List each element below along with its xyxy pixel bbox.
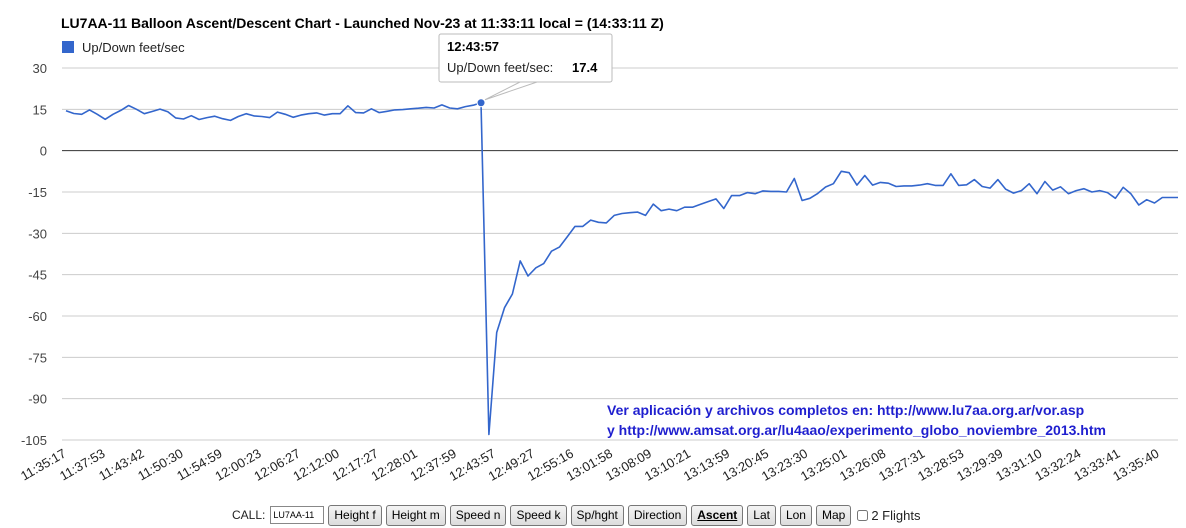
series-layer bbox=[65, 98, 1178, 436]
chart-title: LU7AA-11 Balloon Ascent/Descent Chart - … bbox=[61, 15, 664, 31]
controls-bar: CALL: Height f Height m Speed n Speed k … bbox=[232, 504, 920, 526]
tooltip-pointer bbox=[484, 80, 541, 101]
series-line bbox=[65, 101, 1178, 436]
tooltip-box bbox=[438, 33, 613, 83]
y-tick-label: -15 bbox=[28, 185, 47, 200]
y-axis: 30 15 0 -15 -30 -45 -60 -75 -90 -105 bbox=[21, 61, 47, 448]
x-axis: 11:35:1711:37:5311:43:4211:50:3011:54:59… bbox=[18, 446, 1161, 484]
y-tick-label: 15 bbox=[33, 102, 47, 117]
speed-n-button[interactable]: Speed n bbox=[449, 504, 507, 526]
two-flights-label: 2 Flights bbox=[871, 507, 921, 523]
height-f-button[interactable]: Height f bbox=[328, 504, 382, 526]
tooltip: 12:43:57 Up/Down feet/sec: 17.4 bbox=[438, 33, 613, 101]
legend-label: Up/Down feet/sec bbox=[82, 40, 185, 55]
y-tick-label: -75 bbox=[28, 350, 47, 365]
speed-k-button[interactable]: Speed k bbox=[510, 504, 567, 526]
legend: Up/Down feet/sec bbox=[62, 40, 185, 55]
chart: LU7AA-11 Balloon Ascent/Descent Chart - … bbox=[18, 15, 1178, 484]
tooltip-label: Up/Down feet/sec: bbox=[447, 60, 553, 75]
y-tick-label: 0 bbox=[40, 144, 47, 159]
direction-button[interactable]: Direction bbox=[627, 504, 688, 526]
two-flights-checkbox[interactable] bbox=[857, 509, 869, 521]
annotation-line-1: Ver aplicación y archivos completos en: … bbox=[607, 402, 1084, 418]
sp-hght-button[interactable]: Sp/hght bbox=[570, 504, 624, 526]
map-button[interactable]: Map bbox=[815, 504, 852, 526]
height-m-button[interactable]: Height m bbox=[385, 504, 446, 526]
annotation: Ver aplicación y archivos completos en: … bbox=[607, 402, 1106, 438]
call-input[interactable] bbox=[270, 506, 325, 524]
y-tick-label: -30 bbox=[28, 226, 47, 241]
tooltip-value: 17.4 bbox=[572, 60, 598, 75]
annotation-line-2: y http://www.amsat.org.ar/lu4aao/experim… bbox=[607, 422, 1106, 438]
y-tick-label: -90 bbox=[28, 392, 47, 407]
y-tick-label: -105 bbox=[21, 433, 47, 448]
tooltip-time: 12:43:57 bbox=[447, 39, 499, 54]
grid bbox=[62, 67, 1178, 441]
lon-button[interactable]: Lon bbox=[779, 504, 812, 526]
y-tick-label: 30 bbox=[33, 61, 47, 76]
y-tick-label: -60 bbox=[28, 309, 47, 324]
legend-swatch bbox=[62, 41, 74, 53]
call-label: CALL: bbox=[232, 508, 266, 522]
highlighted-point bbox=[476, 98, 486, 108]
lat-button[interactable]: Lat bbox=[747, 504, 776, 526]
y-tick-label: -45 bbox=[28, 268, 47, 283]
ascent-button[interactable]: Ascent bbox=[691, 504, 744, 526]
two-flights-option[interactable]: 2 Flights bbox=[857, 508, 920, 523]
